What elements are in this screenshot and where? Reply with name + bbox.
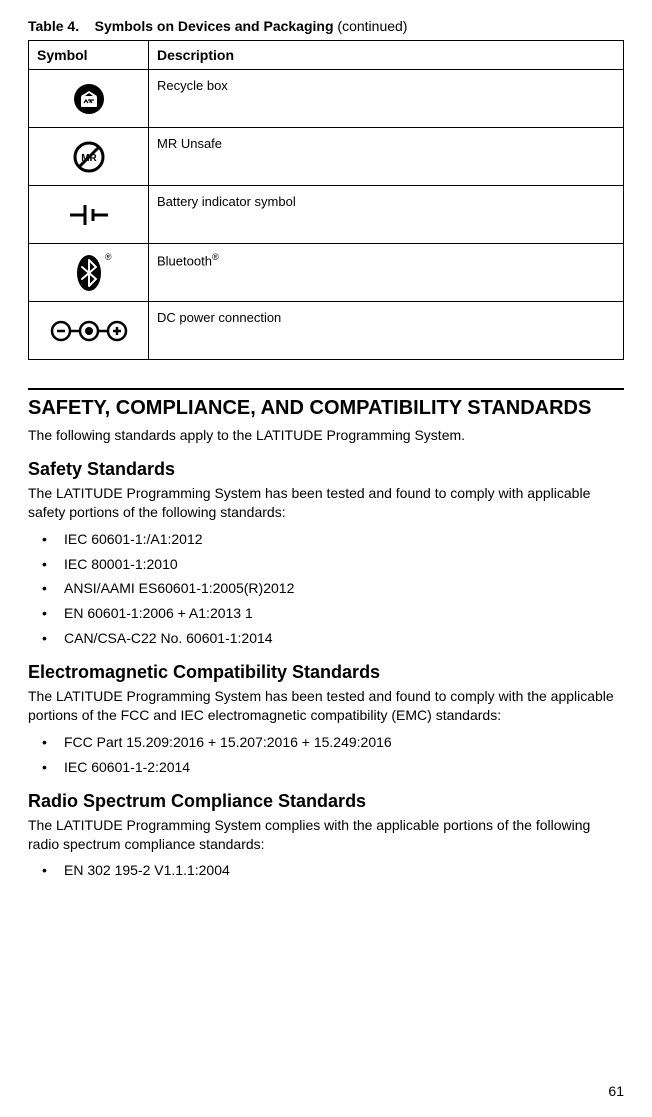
section-divider (28, 388, 624, 390)
emc-list: FCC Part 15.209:2016 + 15.207:2016 + 15.… (28, 733, 624, 777)
symbol-cell: MR (29, 128, 149, 186)
list-item: EN 60601-1:2006 + A1:2013 1 (28, 604, 624, 623)
list-item: IEC 60601-1:/A1:2012 (28, 530, 624, 549)
list-item: ANSI/AAMI ES60601-1:2005(R)2012 (28, 579, 624, 598)
desc-cell: Recycle box (149, 70, 624, 128)
radio-list: EN 302 195-2 V1.1.1:2004 (28, 861, 624, 880)
table-title: Symbols on Devices and Packaging (95, 18, 334, 34)
safety-title: Safety Standards (28, 459, 624, 480)
desc-cell: Bluetooth® (149, 244, 624, 302)
section-title: SAFETY, COMPLIANCE, AND COMPATIBILITY ST… (28, 396, 624, 420)
table-label: Table 4. (28, 18, 79, 34)
radio-title: Radio Spectrum Compliance Standards (28, 791, 624, 812)
table-row: DC power connection (29, 302, 624, 360)
radio-intro: The LATITUDE Programming System complies… (28, 816, 624, 854)
emc-title: Electromagnetic Compatibility Standards (28, 662, 624, 683)
list-item: EN 302 195-2 V1.1.1:2004 (28, 861, 624, 880)
page-number: 61 (608, 1083, 624, 1099)
table-row: Recycle box (29, 70, 624, 128)
desc-cell: MR Unsafe (149, 128, 624, 186)
table-row: ® Bluetooth® (29, 244, 624, 302)
col-desc-header: Description (149, 41, 624, 70)
list-item: CAN/CSA-C22 No. 60601-1:2014 (28, 629, 624, 648)
battery-indicator-icon (66, 199, 112, 231)
symbol-cell (29, 302, 149, 360)
table-row: MR MR Unsafe (29, 128, 624, 186)
desc-cell: Battery indicator symbol (149, 186, 624, 244)
bluetooth-icon (76, 254, 102, 292)
list-item: IEC 60601-1-2:2014 (28, 758, 624, 777)
safety-list: IEC 60601-1:/A1:2012 IEC 80001-1:2010 AN… (28, 530, 624, 648)
list-item: FCC Part 15.209:2016 + 15.207:2016 + 15.… (28, 733, 624, 752)
symbol-cell (29, 70, 149, 128)
symbol-cell (29, 186, 149, 244)
recycle-box-icon (71, 81, 107, 117)
registered-mark: ® (105, 252, 112, 262)
desc-cell: DC power connection (149, 302, 624, 360)
table-row: Battery indicator symbol (29, 186, 624, 244)
col-symbol-header: Symbol (29, 41, 149, 70)
table-caption: Table 4. Symbols on Devices and Packagin… (28, 18, 624, 34)
section-intro: The following standards apply to the LAT… (28, 426, 624, 445)
safety-intro: The LATITUDE Programming System has been… (28, 484, 624, 522)
table-continued: (continued) (337, 18, 407, 34)
list-item: IEC 80001-1:2010 (28, 555, 624, 574)
dc-power-icon (49, 318, 129, 344)
mr-unsafe-icon: MR (72, 140, 106, 174)
emc-intro: The LATITUDE Programming System has been… (28, 687, 624, 725)
symbols-table: Symbol Description Recycle box MR (28, 40, 624, 360)
symbol-cell: ® (29, 244, 149, 302)
